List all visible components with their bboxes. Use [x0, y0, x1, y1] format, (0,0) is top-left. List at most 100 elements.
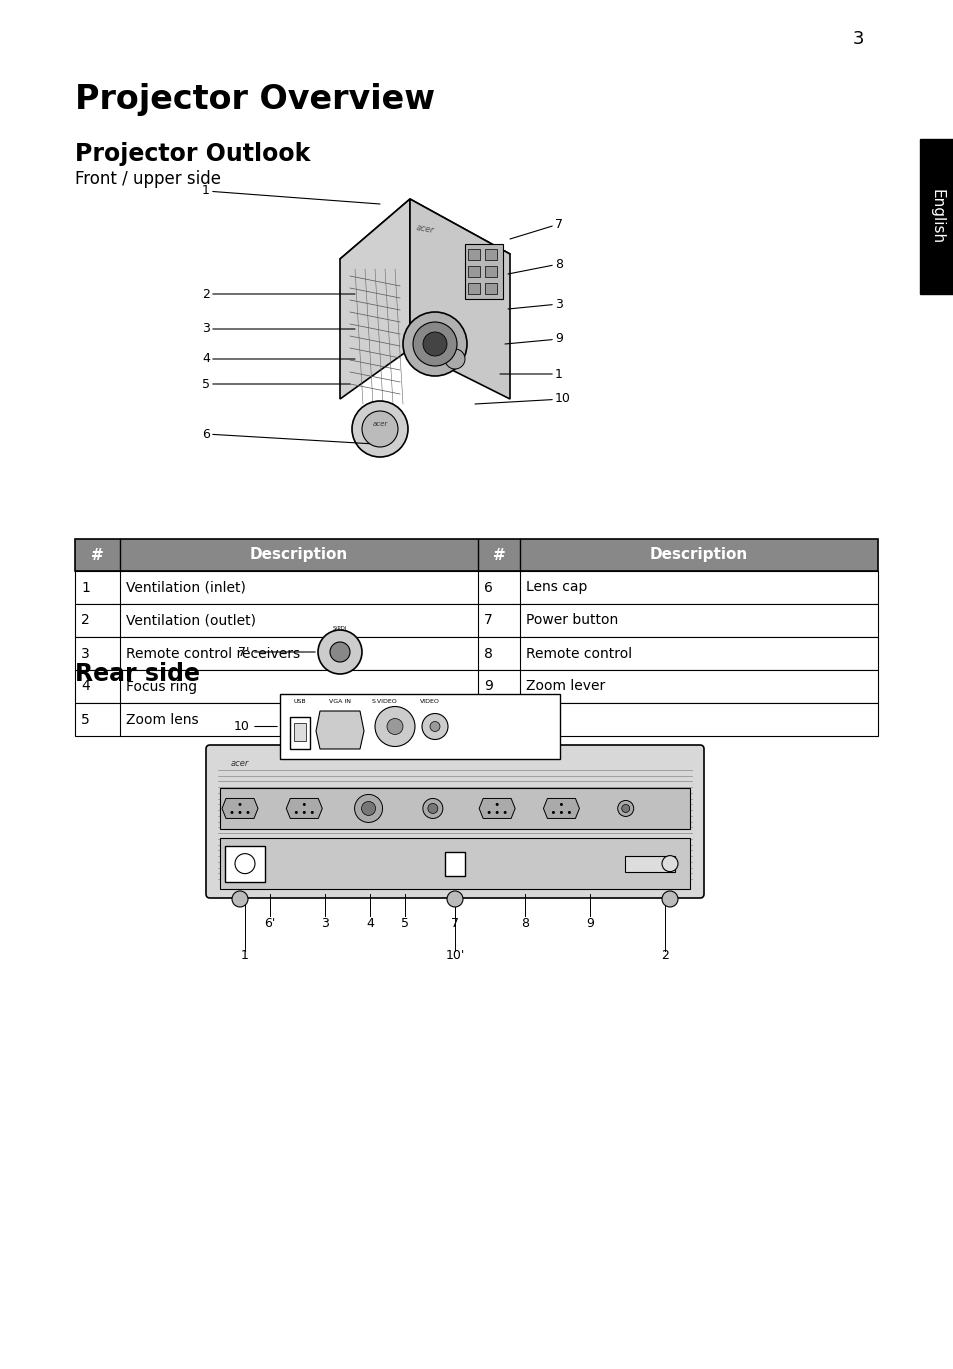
Text: 10': 10' [445, 949, 464, 962]
Text: USB: USB [294, 700, 306, 704]
Circle shape [317, 630, 361, 674]
Bar [75, 604, 877, 637]
Text: 5: 5 [202, 378, 350, 390]
Circle shape [302, 810, 306, 815]
Bar [919, 140, 953, 294]
Bar [75, 637, 877, 669]
Bar [624, 856, 675, 872]
Text: 10: 10 [483, 712, 501, 727]
Circle shape [375, 706, 415, 746]
Text: 1: 1 [81, 580, 90, 594]
Circle shape [487, 810, 490, 815]
Bar [290, 717, 310, 749]
Circle shape [387, 719, 402, 735]
Polygon shape [543, 798, 578, 819]
Text: Rear side: Rear side [75, 663, 200, 686]
Text: Front / upper side: Front / upper side [75, 170, 221, 188]
Polygon shape [286, 798, 322, 819]
Circle shape [503, 810, 506, 815]
Circle shape [496, 810, 498, 815]
Circle shape [567, 810, 570, 815]
Circle shape [238, 810, 241, 815]
Circle shape [427, 804, 437, 813]
Bar [484, 283, 497, 294]
Text: Remote control receivers: Remote control receivers [126, 646, 300, 660]
Text: VGA IN: VGA IN [329, 700, 351, 704]
Circle shape [361, 411, 397, 448]
Text: 3: 3 [202, 323, 355, 335]
Text: Description: Description [250, 548, 348, 563]
Text: Remote control: Remote control [525, 646, 632, 660]
Text: acer: acer [231, 760, 249, 768]
Circle shape [330, 642, 350, 663]
Text: 2: 2 [660, 949, 668, 962]
Text: 4: 4 [366, 917, 374, 930]
Circle shape [238, 804, 241, 806]
Circle shape [352, 401, 408, 457]
Text: 4: 4 [81, 679, 90, 694]
Bar [75, 704, 877, 737]
Circle shape [661, 856, 678, 872]
Bar [220, 789, 689, 828]
Text: 3: 3 [81, 646, 90, 660]
Circle shape [559, 810, 562, 815]
Circle shape [447, 891, 462, 908]
Bar [220, 838, 689, 888]
Circle shape [444, 349, 464, 370]
Text: 8: 8 [483, 646, 493, 660]
Bar [468, 266, 479, 277]
Circle shape [430, 721, 439, 731]
Bar [75, 539, 877, 571]
Circle shape [617, 801, 633, 816]
Text: 10: 10 [475, 393, 570, 405]
Text: 9: 9 [504, 333, 562, 345]
Circle shape [413, 322, 456, 366]
Circle shape [231, 810, 233, 815]
Circle shape [311, 810, 314, 815]
Circle shape [552, 810, 555, 815]
Text: 3: 3 [507, 297, 562, 311]
Text: 7: 7 [451, 917, 458, 930]
Text: #: # [492, 548, 505, 563]
Polygon shape [222, 798, 257, 819]
Text: Lens cap: Lens cap [525, 580, 587, 594]
Bar [294, 723, 306, 741]
Circle shape [246, 810, 250, 815]
FancyBboxPatch shape [206, 745, 703, 898]
Text: 8: 8 [520, 917, 529, 930]
Circle shape [302, 804, 306, 806]
Text: Description: Description [649, 548, 747, 563]
Circle shape [559, 804, 562, 806]
Bar [468, 249, 479, 260]
Text: 6: 6 [202, 427, 375, 444]
Circle shape [234, 854, 254, 873]
Text: Ventilation (outlet): Ventilation (outlet) [126, 613, 255, 627]
Text: 3: 3 [321, 917, 329, 930]
Bar [75, 669, 877, 704]
Circle shape [422, 333, 447, 356]
Polygon shape [315, 711, 364, 749]
Text: 4: 4 [202, 352, 355, 366]
Text: Ventilation (inlet): Ventilation (inlet) [126, 580, 246, 594]
Bar [280, 694, 559, 758]
Text: 5: 5 [400, 917, 409, 930]
Text: 2: 2 [202, 287, 355, 301]
Text: Focus ring: Focus ring [126, 679, 197, 694]
Text: 3: 3 [851, 30, 862, 48]
Text: 7: 7 [483, 613, 493, 627]
Circle shape [402, 312, 467, 376]
Text: English: English [928, 189, 943, 244]
Bar [225, 846, 265, 882]
Text: acer: acer [415, 223, 435, 235]
Circle shape [422, 798, 442, 819]
Text: 6': 6' [264, 917, 275, 930]
Text: Power button: Power button [525, 613, 618, 627]
Text: S.VIDEO: S.VIDEO [372, 700, 397, 704]
Text: 5: 5 [81, 712, 90, 727]
Text: 1: 1 [241, 949, 249, 962]
Text: 9: 9 [483, 679, 493, 694]
Bar [484, 266, 497, 277]
Polygon shape [478, 798, 515, 819]
Circle shape [232, 891, 248, 908]
Polygon shape [410, 199, 510, 398]
